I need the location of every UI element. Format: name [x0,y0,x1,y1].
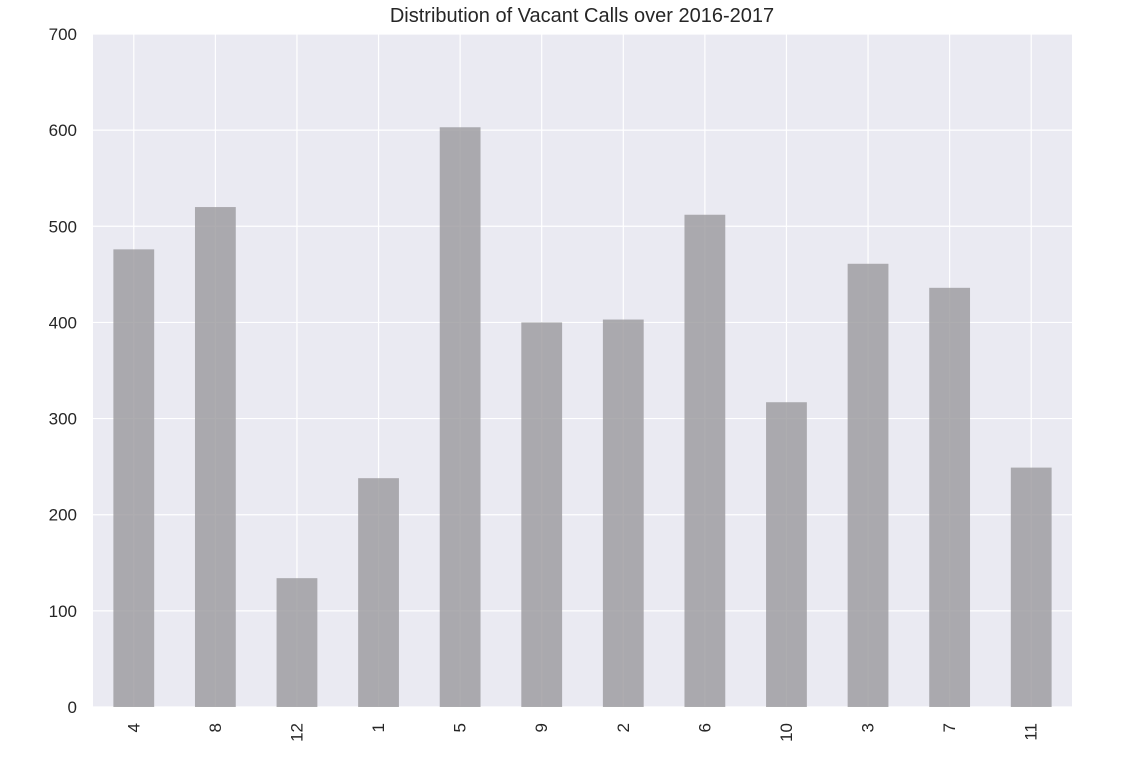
bars [113,127,1052,708]
x-tick-label: 11 [1022,723,1041,741]
y-tick-label: 700 [49,25,77,44]
x-tick-label: 1 [369,723,388,732]
x-tick-label: 10 [777,723,796,742]
bar-9 [521,322,563,707]
x-tick-label: 5 [451,723,470,732]
y-tick-label: 0 [68,698,77,717]
bar-4 [113,249,155,708]
bar-10 [766,402,807,707]
y-tick-label: 300 [49,410,77,429]
x-tick-label: 12 [287,723,306,742]
bar-12 [276,578,318,707]
y-tick-label: 100 [49,602,77,621]
bar-6 [684,214,726,707]
bar-3 [847,263,889,707]
bar-11 [1010,467,1052,707]
bar-5 [439,127,481,708]
x-tick-label: 6 [695,723,714,732]
plot-area [93,34,1072,707]
bar-1 [358,478,399,707]
x-tick-label: 9 [532,723,551,732]
x-tick-label: 3 [859,723,878,732]
chart-title: Distribution of Vacant Calls over 2016-2… [390,5,774,27]
x-tick-label: 2 [614,723,633,732]
y-tick-label: 200 [49,506,77,525]
y-tick-label: 400 [49,313,77,332]
y-tick-label: 500 [49,217,77,236]
bar-7 [929,287,971,707]
y-tick-label: 600 [49,121,77,140]
x-tick-label: 7 [940,723,959,732]
y-axis-tick-labels: 0 100 200 300 400 500 600 700 [49,25,77,717]
x-tick-label: 8 [206,723,225,732]
x-axis-tick-labels: 4 8 12 1 5 9 2 6 10 3 7 11 [124,723,1040,742]
bar-2 [602,319,644,707]
bar-8 [194,207,236,708]
x-tick-label: 4 [124,723,143,732]
